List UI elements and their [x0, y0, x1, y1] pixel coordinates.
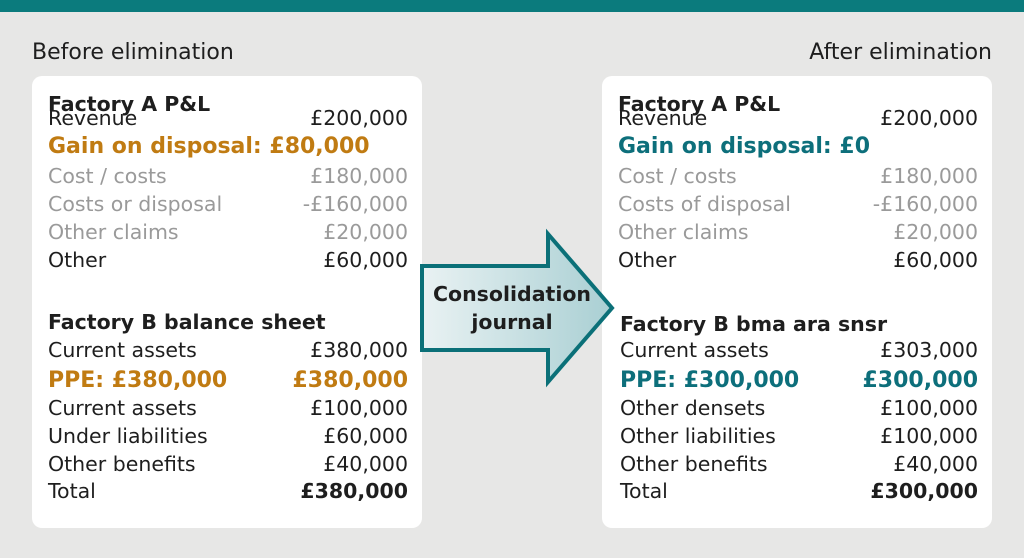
row: Costs of disposal -£160,000	[618, 190, 978, 218]
row-value: £300,000	[862, 367, 978, 393]
row-value: £60,000	[893, 248, 978, 272]
row-label: Other benefits	[620, 452, 768, 476]
section-title: Factory B balance sheet	[48, 310, 326, 334]
row-value: £20,000	[323, 220, 408, 244]
row-label: Other claims	[618, 220, 749, 244]
row: Other liabilities £100,000	[620, 422, 978, 450]
row-value: £300,000	[870, 479, 978, 503]
row: Total £300,000	[620, 477, 978, 505]
row-label: Other claims	[48, 220, 179, 244]
panel-heading: After elimination	[809, 40, 992, 65]
row-label: Gain on disposal: £0	[618, 133, 871, 159]
row: Other benefits £40,000	[620, 450, 978, 478]
row-value: £100,000	[880, 424, 978, 448]
row-label: Revenue	[618, 106, 708, 130]
row: Gain on disposal: £0	[618, 132, 978, 160]
row-value: £180,000	[310, 164, 408, 188]
row-label: Cost / costs	[48, 164, 167, 188]
row-label: Total	[620, 479, 668, 503]
row-value: -£160,000	[872, 192, 978, 216]
row: Other claims £20,000	[618, 218, 978, 246]
row: Other £60,000	[48, 246, 408, 274]
top-bar	[0, 0, 1024, 12]
arrow-label-line: journal	[471, 310, 553, 334]
row: Other £60,000	[618, 246, 978, 274]
arrow-label: Consolidation journal	[424, 280, 600, 336]
row: PPE: £300,000 £300,000	[620, 366, 978, 394]
row-label: Under liabilities	[48, 424, 208, 448]
row-label: Total	[48, 479, 96, 503]
row-value: £100,000	[880, 396, 978, 420]
row-value: £60,000	[323, 424, 408, 448]
row-value: £100,000	[310, 396, 408, 420]
section-title: Factory A P&L	[48, 92, 211, 116]
row-value: £380,000	[292, 367, 408, 393]
panel-heading: Before elimination	[32, 40, 234, 65]
row-label: Other	[618, 248, 677, 272]
row-label: PPE: £300,000	[620, 367, 800, 393]
row-value: -£160,000	[302, 192, 408, 216]
row: Other densets £100,000	[620, 394, 978, 422]
row: Cost / costs £180,000	[618, 162, 978, 190]
row: Revenue £200,000	[48, 104, 408, 132]
row-value: £380,000	[310, 338, 408, 362]
row-value: £40,000	[323, 452, 408, 476]
row: Total £380,000	[48, 477, 408, 505]
row-value: £200,000	[310, 106, 408, 130]
arrow-shape	[420, 228, 615, 388]
row-value: £303,000	[880, 338, 978, 362]
row: Revenue £200,000	[618, 104, 978, 132]
row-value: £20,000	[893, 220, 978, 244]
section-title: Factory B bma ara snsr	[620, 312, 888, 336]
row: Under liabilities £60,000	[48, 422, 408, 450]
row-label: Costs or disposal	[48, 192, 223, 216]
row-label: Current assets	[620, 338, 769, 362]
row-label: Other	[48, 248, 107, 272]
card: Factory A P&L Revenue £200,000 Gain on disp…	[602, 76, 992, 528]
row: Other claims £20,000	[48, 218, 408, 246]
row-label: Other benefits	[48, 452, 196, 476]
row-label: Revenue	[48, 106, 138, 130]
row: Other benefits £40,000	[48, 450, 408, 478]
row-value: £380,000	[300, 479, 408, 503]
row-value: £60,000	[323, 248, 408, 272]
row: Current assets £380,000	[48, 336, 408, 364]
row: Cost / costs £180,000	[48, 162, 408, 190]
row-label: Current assets	[48, 338, 197, 362]
arrow-label-line: Consolidation	[432, 282, 592, 306]
card: Factory A P&L Revenue £200,000 Gain on disp…	[32, 76, 422, 528]
row-value: £200,000	[880, 106, 978, 130]
row-label: Current assets	[48, 396, 197, 420]
row: PPE: £380,000 £380,000	[48, 366, 408, 394]
row-label: Other densets	[620, 396, 766, 420]
row: Current assets £303,000	[620, 336, 978, 364]
row: Costs or disposal -£160,000	[48, 190, 408, 218]
row-value: £40,000	[893, 452, 978, 476]
row-label: PPE: £380,000	[48, 367, 228, 393]
row: Current assets £100,000	[48, 394, 408, 422]
row-label: Cost / costs	[618, 164, 737, 188]
row-label: Gain on disposal: £80,000	[48, 133, 370, 159]
row-label: Other liabilities	[620, 424, 776, 448]
section-title: Factory A P&L	[618, 92, 781, 116]
row: Gain on disposal: £80,000	[48, 132, 408, 160]
row-label: Costs of disposal	[618, 192, 791, 216]
row-value: £180,000	[880, 164, 978, 188]
